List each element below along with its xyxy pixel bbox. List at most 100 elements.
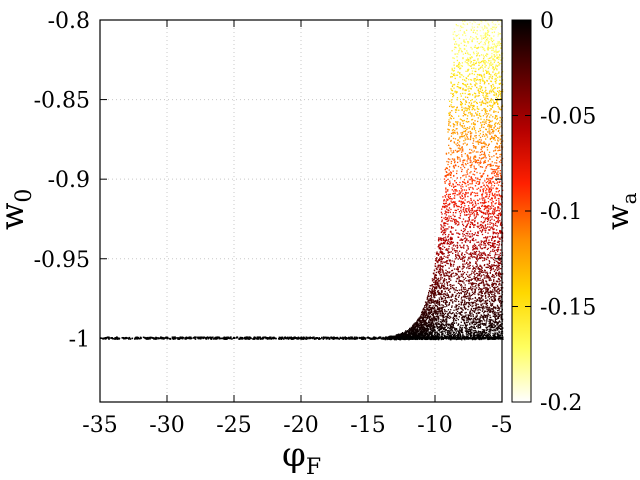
data-point xyxy=(452,31,454,33)
data-point xyxy=(451,284,453,287)
data-point xyxy=(476,280,478,282)
data-point xyxy=(469,164,471,167)
data-point xyxy=(441,311,443,314)
data-point xyxy=(474,304,477,306)
data-point xyxy=(452,337,454,340)
data-point xyxy=(500,249,502,251)
data-point xyxy=(491,168,494,171)
data-point xyxy=(499,324,502,326)
data-point xyxy=(414,323,416,325)
data-point xyxy=(496,304,499,307)
data-point xyxy=(453,204,455,206)
data-point xyxy=(122,337,125,340)
data-point xyxy=(459,122,461,124)
data-point xyxy=(471,187,474,189)
data-point xyxy=(447,240,449,242)
data-point xyxy=(434,282,436,284)
data-point xyxy=(473,206,476,208)
data-point xyxy=(491,216,493,218)
data-point xyxy=(465,239,467,242)
data-point xyxy=(443,237,445,239)
data-point xyxy=(475,168,477,170)
data-point xyxy=(446,321,448,323)
data-point xyxy=(493,58,496,61)
data-point xyxy=(466,50,468,52)
data-point xyxy=(418,332,421,334)
data-point xyxy=(456,224,459,226)
data-point xyxy=(469,295,471,297)
data-point xyxy=(435,277,437,280)
data-point xyxy=(435,294,438,296)
data-point xyxy=(441,265,443,267)
data-point xyxy=(489,326,491,328)
data-point xyxy=(351,336,353,339)
data-point xyxy=(439,249,442,251)
data-point xyxy=(488,306,490,308)
data-point xyxy=(463,237,466,240)
data-point xyxy=(486,184,488,186)
data-point xyxy=(350,337,353,340)
data-point xyxy=(498,147,501,149)
data-point xyxy=(491,21,494,23)
data-point xyxy=(488,298,491,300)
data-point xyxy=(450,299,452,301)
data-point xyxy=(457,252,459,254)
data-point xyxy=(464,307,466,309)
data-point xyxy=(110,337,112,339)
data-point xyxy=(455,322,458,324)
data-point xyxy=(486,53,488,55)
data-point xyxy=(494,169,496,171)
data-point xyxy=(481,266,483,268)
data-point xyxy=(465,85,467,87)
data-point xyxy=(442,266,444,268)
data-point xyxy=(371,338,373,340)
data-point xyxy=(460,211,463,213)
data-point xyxy=(238,338,241,340)
data-point xyxy=(480,244,483,246)
data-point xyxy=(437,271,439,273)
data-point xyxy=(473,123,475,125)
data-point xyxy=(444,202,447,205)
data-point xyxy=(447,314,449,316)
data-point xyxy=(463,44,466,47)
data-point xyxy=(337,337,340,340)
data-point xyxy=(464,193,466,196)
data-point xyxy=(476,52,478,55)
data-point xyxy=(498,246,500,248)
data-point xyxy=(450,329,452,331)
data-point xyxy=(479,288,481,290)
data-point xyxy=(448,169,450,171)
data-point xyxy=(440,326,443,328)
data-point xyxy=(496,87,499,89)
data-point xyxy=(445,204,447,207)
data-point xyxy=(185,338,188,340)
data-point xyxy=(157,337,160,339)
data-point xyxy=(485,275,488,277)
data-point xyxy=(448,226,450,228)
data-point xyxy=(226,337,229,340)
data-point xyxy=(427,309,429,312)
data-point xyxy=(412,336,415,338)
data-point xyxy=(474,70,476,73)
data-point xyxy=(461,280,463,282)
data-point xyxy=(460,86,462,89)
data-point xyxy=(442,284,444,287)
data-point xyxy=(491,52,493,55)
data-point xyxy=(455,305,458,307)
data-point xyxy=(474,248,476,250)
data-point xyxy=(221,337,224,340)
data-point xyxy=(447,252,449,254)
data-point xyxy=(460,95,462,97)
data-point xyxy=(490,80,492,82)
data-point xyxy=(445,167,447,169)
data-point xyxy=(479,264,481,266)
data-point xyxy=(441,309,443,311)
data-point xyxy=(189,337,192,339)
data-point xyxy=(369,338,372,340)
data-point xyxy=(455,304,457,306)
data-point xyxy=(481,147,483,149)
data-point xyxy=(458,47,461,49)
data-point xyxy=(448,233,450,236)
data-point xyxy=(486,71,488,73)
data-point xyxy=(469,267,471,270)
